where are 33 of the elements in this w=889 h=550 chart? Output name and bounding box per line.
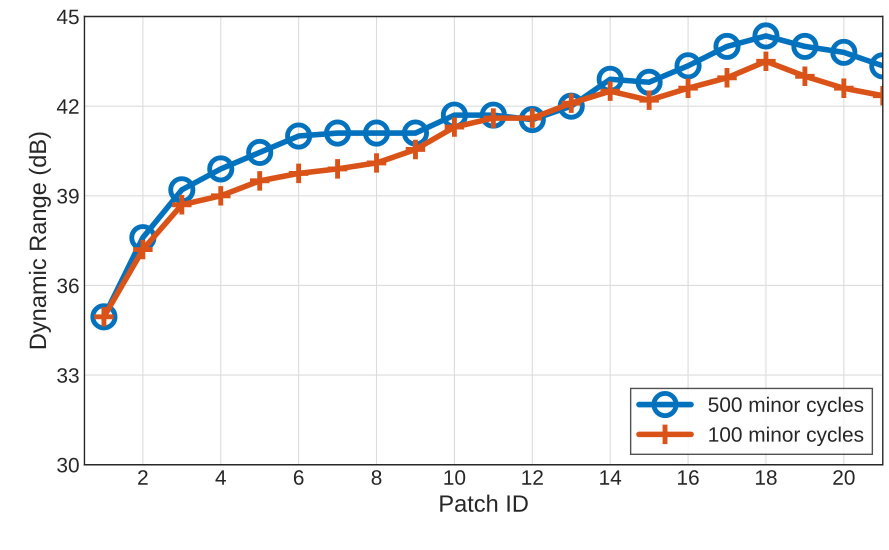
x-tick-label: 2 [138, 470, 148, 485]
point [791, 32, 818, 60]
x-tick-label: 20 [833, 470, 855, 485]
y-tick-label: 36 [57, 278, 79, 294]
point [207, 155, 234, 182]
x-tick-label: 18 [756, 470, 777, 485]
x-axis-title: Patch ID [440, 494, 528, 512]
x-tick-label: 4 [215, 470, 226, 485]
x-tick-label: 10 [444, 470, 466, 485]
point [402, 120, 430, 147]
x-tick-label: 8 [372, 470, 382, 485]
point [674, 52, 702, 80]
x-tick-label: 12 [522, 470, 543, 485]
point [830, 38, 858, 66]
x-tick-label: 16 [678, 470, 699, 485]
point [752, 22, 780, 50]
y-tick-label: 39 [57, 188, 79, 204]
legend-label: 500 minor cycles [708, 396, 864, 416]
point [246, 138, 274, 166]
x-tick-label: 14 [600, 470, 622, 485]
point [168, 176, 196, 204]
y-tick-label: 45 [56, 10, 79, 24]
point [636, 68, 663, 96]
y-tick-label: 33 [57, 368, 79, 383]
point [285, 122, 312, 150]
y-tick-label: 30 [57, 458, 79, 473]
x-tick-label: 6 [294, 470, 304, 485]
point [713, 32, 741, 60]
point [362, 120, 390, 147]
point [324, 120, 352, 147]
y-axis-title: Dynamic Range (dB) [28, 132, 51, 348]
y-tick-label: 42 [56, 99, 79, 114]
legend-label: 100 minor cycles [709, 426, 864, 446]
